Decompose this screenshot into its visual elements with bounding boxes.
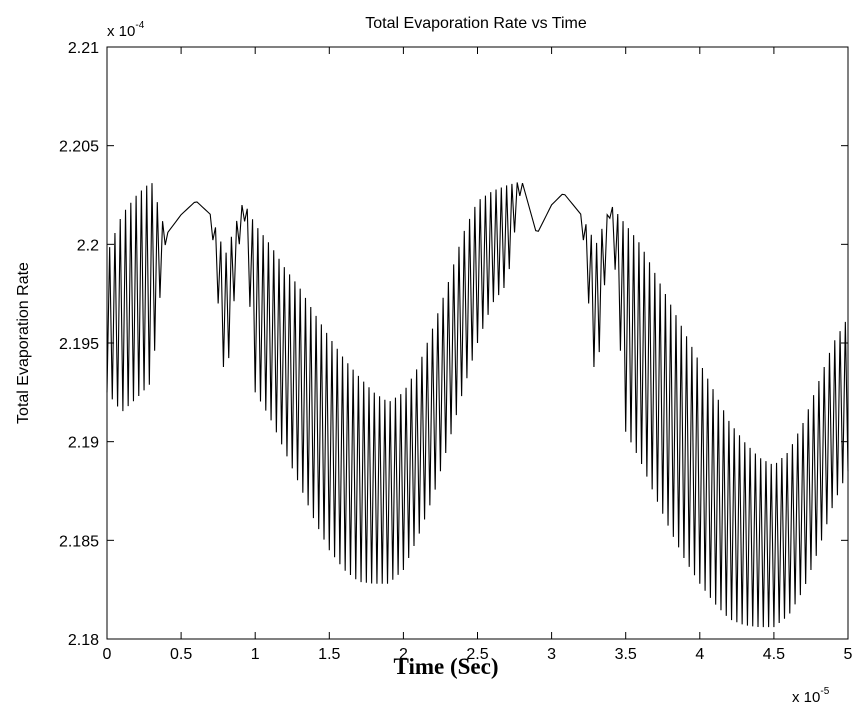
y-multiplier: x 10-4	[107, 20, 145, 40]
x-tick-label: 1	[251, 646, 260, 663]
x-tick-label: 2	[399, 646, 408, 663]
chart-title: Total Evaporation Rate vs Time	[365, 15, 587, 32]
x-tick-label: 4.5	[763, 646, 785, 663]
x-tick-label: 0	[103, 646, 112, 663]
x-axis-ticks: 0 0.5 1 1.5 2 2.5 3 3.5 4 4.5 5	[103, 47, 853, 663]
y-axis-ticks: 2.18 2.185 2.19 2.195 2.2 2.205 2.21	[59, 40, 848, 649]
x-tick-label: 2.5	[466, 646, 488, 663]
x-tick-label: 3	[547, 646, 556, 663]
x-axis-label: Time (Sec)	[394, 654, 499, 679]
y-tick-label: 2.18	[68, 632, 99, 649]
x-multiplier-exp: -5	[820, 686, 829, 697]
y-tick-label: 2.19	[68, 435, 99, 452]
x-tick-label: 1.5	[318, 646, 340, 663]
y-tick-label: 2.205	[59, 139, 99, 156]
y-multiplier-base: x 10	[107, 23, 135, 40]
y-tick-label: 2.195	[59, 336, 99, 353]
y-tick-label: 2.21	[68, 40, 99, 57]
x-tick-label: 4	[695, 646, 704, 663]
series-line-evaporation-rate	[106, 182, 849, 628]
y-axis-label: Total Evaporation Rate	[15, 262, 32, 424]
x-tick-label: 3.5	[615, 646, 637, 663]
x-tick-label: 0.5	[170, 646, 192, 663]
x-multiplier-base: x 10	[792, 689, 820, 706]
y-multiplier-exp: -4	[135, 20, 144, 31]
y-tick-label: 2.185	[59, 533, 99, 550]
y-tick-label: 2.2	[77, 237, 99, 254]
x-multiplier: x 10-5	[792, 686, 830, 706]
x-tick-label: 5	[844, 646, 853, 663]
